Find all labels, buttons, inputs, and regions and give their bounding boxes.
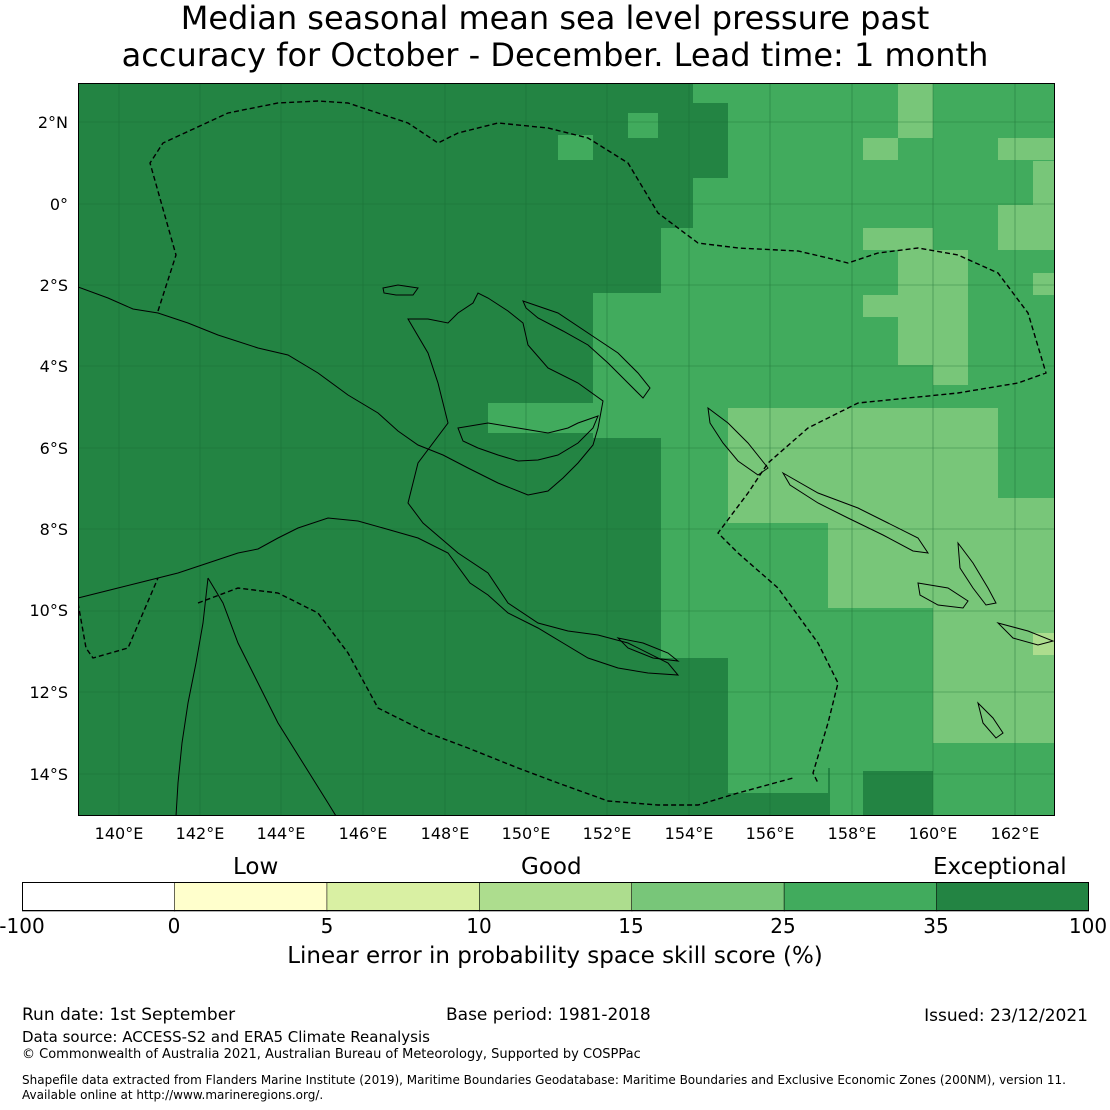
colorbar-frame (22, 882, 1089, 911)
skill-cell (488, 403, 598, 433)
skill-cell (693, 103, 728, 178)
skill-cell (863, 771, 933, 816)
title-line-2: accuracy for October - December. Lead ti… (121, 36, 989, 74)
map-frame (78, 83, 1055, 816)
vanuatu-coast (977, 701, 1004, 739)
colorbar-segment (326, 882, 481, 912)
data-source: Data source: ACCESS-S2 and ERA5 Climate … (22, 1028, 430, 1046)
skill-cell (933, 498, 1055, 608)
colorbar-label: Linear error in probability space skill … (287, 943, 823, 969)
legend-category-good: Good (521, 854, 582, 880)
eez-png-south (78, 577, 794, 806)
lon-label-156: 156°E (745, 824, 795, 843)
skill-cell (1033, 633, 1055, 655)
shapefile-credit: Shapefile data extracted from Flanders M… (22, 1073, 1102, 1103)
skill-cell (998, 138, 1055, 160)
shapefile-credit-line-2: Available online at http://www.marinereg… (22, 1088, 324, 1102)
copyright: © Commonwealth of Australia 2021, Austra… (22, 1047, 641, 1062)
lat-label-2s: 2°S (39, 276, 68, 295)
base-period: Base period: 1981-2018 (446, 1005, 651, 1025)
skill-cell (558, 135, 593, 160)
lon-label-144: 144°E (256, 824, 306, 843)
lon-label-152: 152°E (582, 824, 632, 843)
colorbar-segment (936, 882, 1089, 912)
tick-5: 5 (320, 914, 334, 938)
lat-label-0: 0° (49, 195, 68, 214)
run-date: Run date: 1st September (22, 1005, 236, 1025)
skill-cells (488, 83, 1055, 816)
legend-category-low: Low (233, 854, 279, 880)
lon-label-148: 148°E (420, 824, 470, 843)
issued-date: Issued: 23/12/2021 (924, 1006, 1088, 1026)
skill-cell (998, 565, 1033, 605)
lon-label-160: 160°E (908, 824, 958, 843)
solomon-guadalcanal-coast (917, 582, 969, 609)
lon-label-158: 158°E (827, 824, 877, 843)
lat-label-12s: 12°S (29, 683, 68, 702)
skill-cell (863, 228, 933, 250)
colorbar-segment (174, 882, 328, 912)
tick-100: 100 (1068, 914, 1108, 938)
coastlines (78, 284, 1055, 816)
lat-label-8s: 8°S (39, 520, 68, 539)
lat-label-6s: 6°S (39, 439, 68, 458)
solomon-malaita-coast (957, 541, 997, 606)
lat-label-4s: 4°S (39, 357, 68, 376)
lat-label-2n: 2°N (37, 113, 68, 132)
tick-25: 25 (770, 914, 796, 938)
skill-cell (1033, 273, 1055, 295)
skill-cell (658, 83, 693, 138)
skill-cell (863, 138, 898, 160)
shapefile-credit-line-1: Shapefile data extracted from Flanders M… (22, 1073, 1066, 1087)
new-britain-coast (457, 415, 599, 462)
colorbar (22, 882, 1089, 912)
lon-label-140: 140°E (94, 824, 144, 843)
colorbar-segment (783, 882, 938, 912)
tick-15: 15 (618, 914, 644, 938)
lon-label-150: 150°E (501, 824, 551, 843)
new-ireland-coast (522, 300, 651, 399)
louisiade-coast (616, 637, 680, 662)
solomon-makira-coast (996, 622, 1055, 646)
lat-label-14s: 14°S (29, 765, 68, 784)
colorbar-segment (22, 882, 176, 912)
skill-cell (968, 698, 1055, 743)
colorbar-segment (478, 882, 633, 912)
lon-label-142: 142°E (175, 824, 225, 843)
skill-cell (1033, 161, 1055, 206)
tick-neg100: -100 (0, 914, 45, 938)
colorbar-segment (631, 882, 785, 912)
tick-0: 0 (167, 914, 181, 938)
skill-cell (933, 363, 968, 385)
eez-png-north (149, 100, 1047, 784)
skill-cell (898, 703, 933, 725)
skill-cell (863, 635, 898, 657)
lon-label-154: 154°E (664, 824, 714, 843)
graticule (78, 83, 1055, 816)
skill-map (78, 83, 1055, 816)
tick-10: 10 (466, 914, 492, 938)
skill-cell (863, 295, 898, 317)
tick-35: 35 (923, 914, 949, 938)
title-line-1: Median seasonal mean sea level pressure … (180, 0, 930, 37)
eez-boundaries (78, 100, 1047, 806)
new-guinea-coast (78, 286, 680, 676)
map-title: Median seasonal mean sea level pressure … (0, 0, 1110, 74)
lon-label-146: 146°E (338, 824, 388, 843)
cape-york-coast (175, 577, 337, 816)
bougainville-coast (707, 406, 769, 476)
legend-category-exceptional: Exceptional (933, 854, 1067, 880)
skill-cell (898, 83, 933, 138)
solomon-isabel-coast (781, 471, 930, 554)
skill-cell (998, 205, 1055, 250)
manus-coast (382, 284, 419, 296)
lon-label-162: 162°E (990, 824, 1040, 843)
lat-label-10s: 10°S (29, 601, 68, 620)
